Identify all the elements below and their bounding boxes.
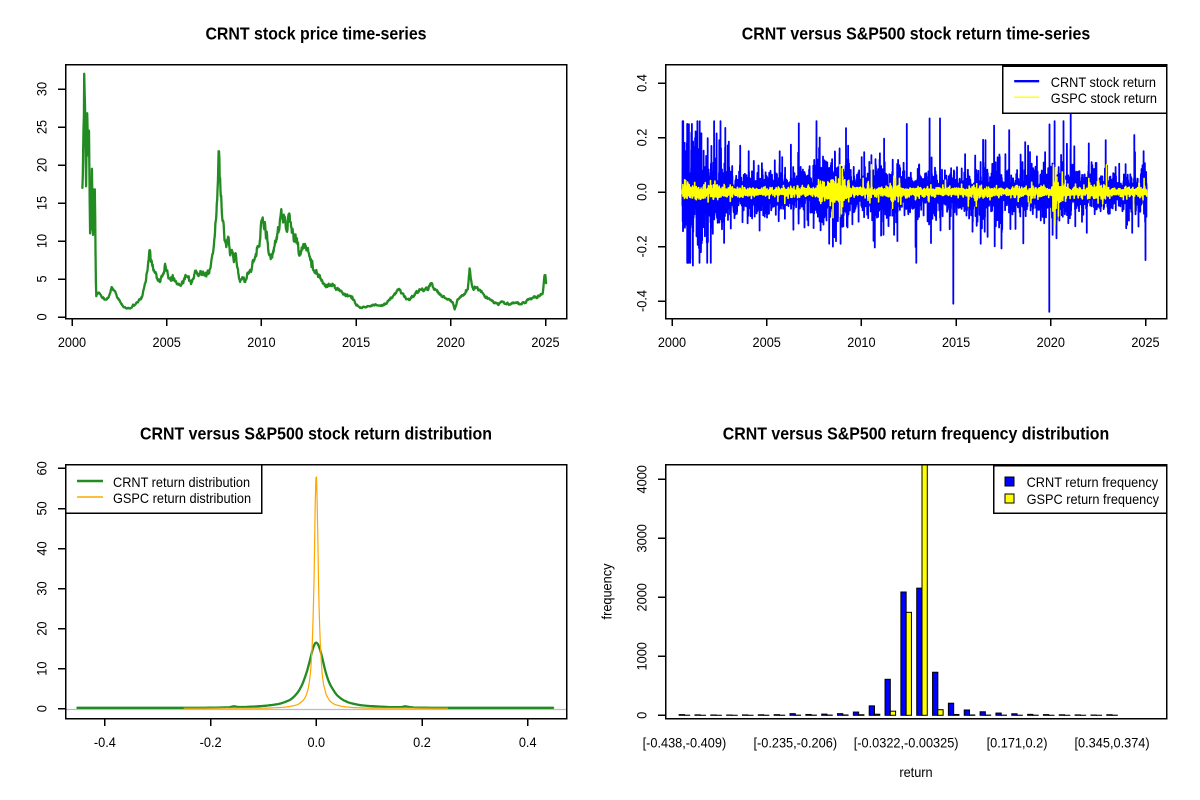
svg-text:40: 40 (34, 541, 50, 555)
svg-text:2025: 2025 (531, 334, 559, 350)
svg-text:2000: 2000 (658, 334, 686, 350)
svg-text:2010: 2010 (847, 334, 875, 350)
svg-text:2025: 2025 (1131, 334, 1159, 350)
svg-text:0.0: 0.0 (634, 183, 650, 201)
svg-text:0.0: 0.0 (307, 734, 325, 750)
svg-text:0: 0 (34, 705, 50, 712)
svg-text:CRNT return distribution: CRNT return distribution (113, 474, 250, 490)
svg-text:20: 20 (34, 158, 50, 172)
svg-text:10: 10 (34, 661, 50, 675)
svg-text:0: 0 (34, 313, 50, 320)
svg-text:GSPC return distribution: GSPC return distribution (113, 490, 251, 506)
svg-text:2000: 2000 (58, 334, 86, 350)
svg-text:-0.4: -0.4 (94, 734, 116, 750)
svg-text:CRNT versus S&P500 stock retur: CRNT versus S&P500 stock return time-ser… (742, 24, 1091, 44)
svg-text:return: return (899, 764, 932, 780)
svg-text:-0.2: -0.2 (200, 734, 222, 750)
svg-text:0.2: 0.2 (634, 128, 650, 146)
svg-text:2015: 2015 (942, 334, 970, 350)
svg-text:[-0.0322,-0.00325): [-0.0322,-0.00325) (854, 735, 959, 751)
svg-text:10: 10 (34, 234, 50, 248)
svg-text:0: 0 (634, 712, 650, 719)
svg-text:CRNT stock return: CRNT stock return (1051, 74, 1156, 90)
svg-text:CRNT return frequency: CRNT return frequency (1027, 474, 1159, 490)
svg-text:0.2: 0.2 (413, 734, 431, 750)
svg-text:30: 30 (34, 581, 50, 595)
svg-text:30: 30 (34, 82, 50, 96)
svg-text:-0.2: -0.2 (634, 235, 650, 257)
svg-text:5: 5 (34, 275, 50, 282)
svg-text:25: 25 (34, 120, 50, 134)
svg-text:2015: 2015 (342, 334, 370, 350)
svg-text:3000: 3000 (634, 524, 650, 552)
svg-text:frequency: frequency (599, 564, 615, 620)
svg-text:15: 15 (34, 196, 50, 210)
svg-text:0.4: 0.4 (634, 74, 650, 92)
svg-text:-0.4: -0.4 (634, 290, 650, 312)
svg-text:2010: 2010 (247, 334, 275, 350)
svg-text:2005: 2005 (753, 334, 781, 350)
svg-text:[-0.438,-0.409): [-0.438,-0.409) (643, 735, 727, 751)
svg-text:2005: 2005 (153, 334, 181, 350)
svg-text:CRNT versus S&P500 return freq: CRNT versus S&P500 return frequency dist… (723, 424, 1110, 444)
svg-text:2000: 2000 (634, 583, 650, 611)
svg-text:GSPC return frequency: GSPC return frequency (1027, 491, 1159, 507)
svg-text:[0.345,0.374): [0.345,0.374) (1075, 735, 1150, 751)
svg-text:[0.171,0.2): [0.171,0.2) (987, 735, 1048, 751)
svg-text:[-0.235,-0.206): [-0.235,-0.206) (753, 735, 837, 751)
svg-text:CRNT versus S&P500 stock retur: CRNT versus S&P500 stock return distribu… (140, 424, 492, 444)
svg-text:60: 60 (34, 461, 50, 475)
svg-text:2020: 2020 (437, 334, 465, 350)
svg-text:1000: 1000 (634, 642, 650, 670)
svg-text:CRNT stock price time-series: CRNT stock price time-series (205, 24, 426, 44)
svg-text:50: 50 (34, 501, 50, 515)
svg-text:GSPC stock return: GSPC stock return (1051, 90, 1157, 106)
svg-text:2020: 2020 (1037, 334, 1065, 350)
svg-text:20: 20 (34, 621, 50, 635)
svg-text:4000: 4000 (634, 465, 650, 493)
svg-text:0.4: 0.4 (519, 734, 537, 750)
